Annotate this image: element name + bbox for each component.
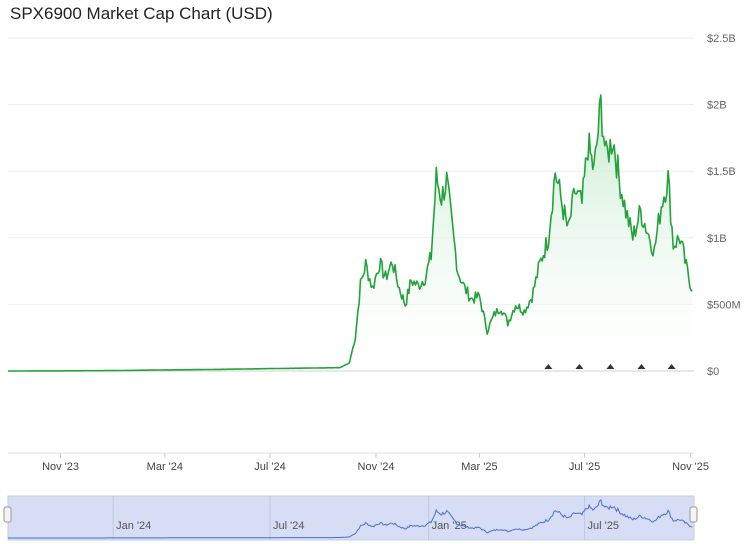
x-tick-label: Nov '24 [358,461,395,473]
y-tick-label: $1B [707,233,727,245]
market-cap-line[interactable] [8,94,693,372]
x-tick-label: Jul '25 [569,461,600,473]
y-tick-label: $500M [707,299,741,311]
event-markers[interactable] [544,364,676,369]
x-tick-label: Nov '25 [672,461,709,473]
y-tick-label: $1.5B [707,166,736,178]
event-marker[interactable] [544,364,553,369]
chart-title: SPX6900 Market Cap Chart (USD) [10,4,273,23]
navigator-selection[interactable] [7,495,695,541]
x-tick-label: Mar '24 [147,461,183,473]
y-tick-label: $2B [707,100,727,112]
x-tick-label: Jul '24 [254,461,285,473]
market-cap-area [8,95,693,371]
y-tick-label: $0 [707,366,719,378]
navigator-x-axis: Jan '24 Jul '24 Jan '25 Jul '25 [116,520,619,532]
x-tick-label: Nov '23 [42,461,79,473]
navigator-tick-label: Jan '24 [116,520,151,532]
navigator-line [8,499,693,539]
navigator-tick-label: Jul '24 [273,520,304,532]
event-marker[interactable] [667,364,676,369]
event-marker[interactable] [637,364,646,369]
event-marker[interactable] [575,364,584,369]
y-tick-label: $2.5B [707,33,736,45]
navigator-right-handle[interactable] [689,506,698,523]
navigator-left-handle[interactable] [3,506,12,523]
y-axis: $0 $500M $1B $1.5B $2B $2.5B [707,33,741,378]
x-tick-label: Mar '25 [461,461,497,473]
navigator-tick-label: Jan '25 [432,520,467,532]
market-cap-chart[interactable]: $0 $500M $1B $1.5B $2B $2.5B Nov '23 Mar '24 Ju… [0,0,744,480]
x-axis: Nov '23 Mar '24 Jul '24 Nov '24 Mar '25 Jul '… [42,453,709,473]
navigator-grid [112,496,586,540]
navigator-tick-label: Jul '25 [588,520,619,532]
event-marker[interactable] [606,364,615,369]
